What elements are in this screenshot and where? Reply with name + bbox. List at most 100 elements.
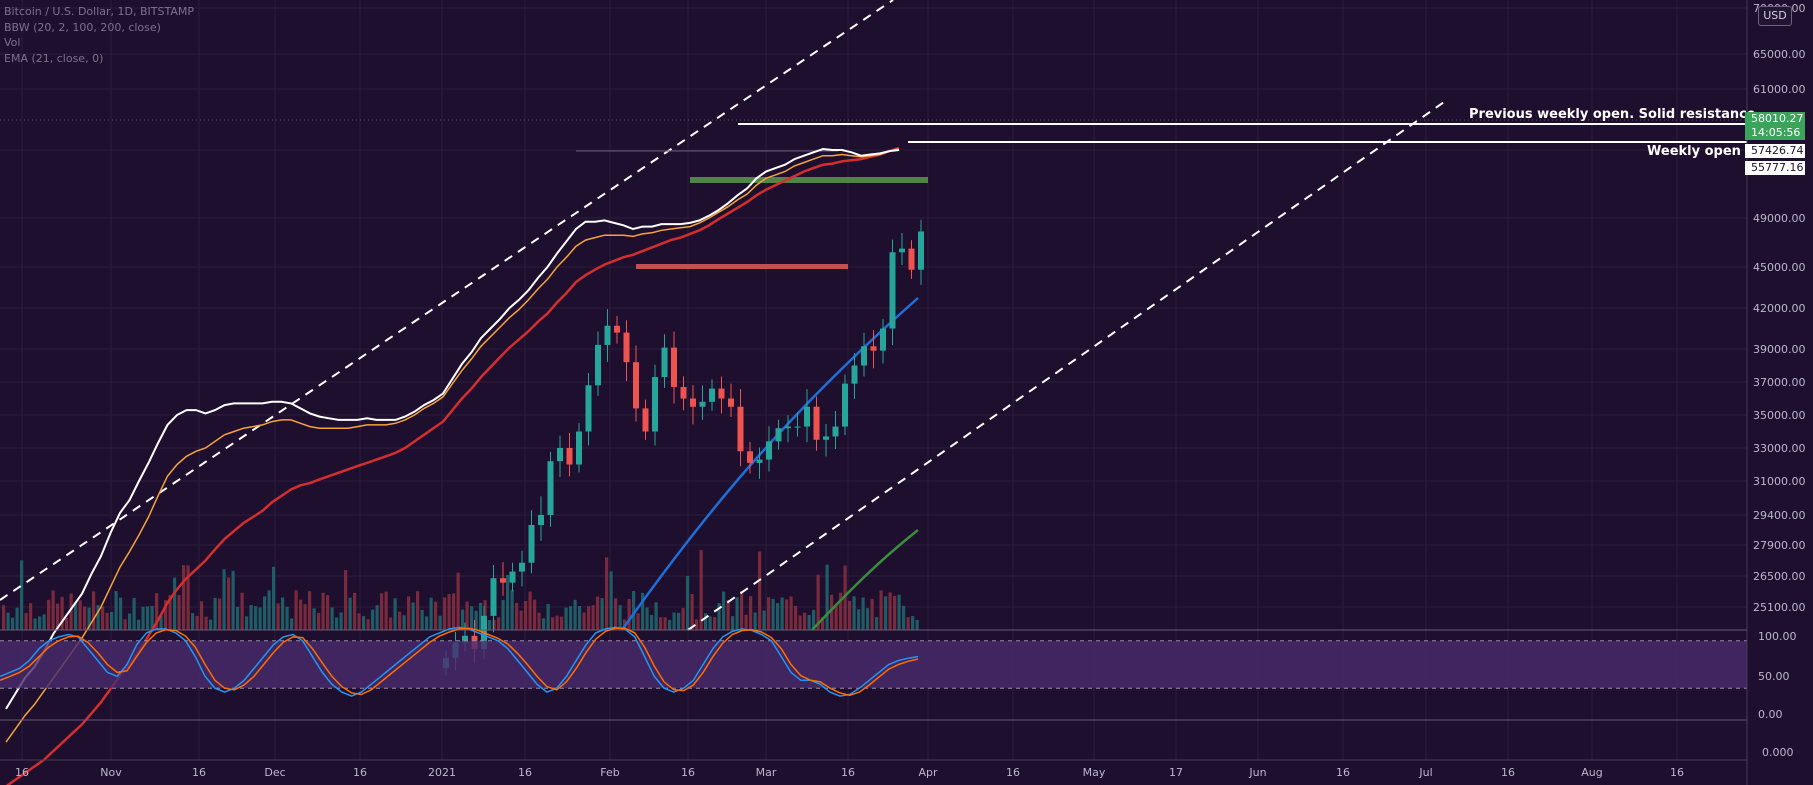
oscillator-tick-label: 50.00 bbox=[1758, 670, 1790, 683]
candle-body bbox=[585, 385, 592, 432]
candle-body bbox=[908, 248, 915, 270]
volume-bar bbox=[848, 600, 852, 630]
legend-symbol[interactable]: Bitcoin / U.S. Dollar, 1D, BITSTAMP bbox=[4, 5, 194, 18]
ema-orange-line bbox=[5, 148, 900, 743]
time-tick-label: 16 bbox=[841, 766, 855, 779]
time-tick-label: Aug bbox=[1581, 766, 1602, 779]
volume-bar bbox=[335, 617, 339, 630]
volume-bar bbox=[330, 607, 334, 630]
volume-bar bbox=[15, 607, 19, 630]
candle-body bbox=[794, 426, 801, 428]
candle-body bbox=[547, 461, 554, 515]
volume-bar bbox=[209, 619, 213, 630]
candle-body bbox=[538, 515, 544, 525]
volume-bar bbox=[267, 590, 271, 630]
volume-bar bbox=[92, 591, 96, 630]
volume-bar bbox=[735, 597, 739, 630]
volume-bar bbox=[600, 598, 604, 630]
support-zones bbox=[576, 150, 928, 269]
candle-body bbox=[557, 448, 563, 462]
volume-bar bbox=[29, 603, 33, 630]
volume-bar bbox=[668, 619, 672, 630]
price-tick-label: 35000.00 bbox=[1753, 409, 1806, 422]
volume-bar bbox=[317, 613, 321, 630]
volume-bar bbox=[776, 603, 780, 630]
candle-body bbox=[699, 401, 706, 407]
volume-bar bbox=[416, 591, 420, 630]
volume-bar bbox=[753, 612, 757, 630]
volume-bar bbox=[258, 607, 262, 630]
volume-bar bbox=[875, 617, 879, 630]
volume-bar bbox=[56, 603, 60, 630]
volume-bar bbox=[299, 599, 303, 630]
weekly-open-tag: 57426.74 bbox=[1745, 144, 1805, 158]
volume-bar bbox=[636, 613, 640, 630]
volume-bar bbox=[344, 570, 348, 630]
volume-bar bbox=[618, 605, 622, 630]
time-tick-label: Jul bbox=[1418, 766, 1432, 779]
volume-bar bbox=[645, 607, 649, 630]
volume-bar bbox=[888, 592, 892, 630]
candle-body bbox=[880, 328, 886, 351]
price-tick-label: 39000.00 bbox=[1753, 343, 1806, 356]
volume-bar bbox=[222, 569, 226, 630]
volume-bar bbox=[803, 612, 807, 630]
legend-ema[interactable]: EMA (21, close, 0) bbox=[4, 51, 104, 65]
time-tick-label: Mar bbox=[756, 766, 777, 779]
volume-bar bbox=[510, 590, 514, 630]
volume-bar bbox=[717, 603, 721, 630]
legend-bbw[interactable]: BBW (20, 2, 100, 200, close) bbox=[4, 20, 161, 34]
volume-bar bbox=[713, 617, 717, 630]
volume-bar bbox=[641, 592, 645, 630]
volume-bar bbox=[254, 606, 258, 630]
candle-body bbox=[756, 459, 763, 463]
candle-body bbox=[718, 388, 725, 399]
time-tick-label: May bbox=[1083, 766, 1106, 779]
candle-body bbox=[842, 383, 848, 427]
volume-bar bbox=[65, 617, 69, 630]
volume-bar bbox=[830, 594, 834, 630]
volume-bar bbox=[425, 616, 429, 630]
volume-bar bbox=[596, 596, 600, 630]
time-tick-label: Dec bbox=[264, 766, 285, 779]
legend-volume[interactable]: Vol bbox=[4, 36, 21, 49]
volume-bar bbox=[200, 601, 204, 630]
volume-bar bbox=[699, 550, 703, 630]
volume-bar bbox=[236, 606, 240, 630]
stoch-d-line bbox=[0, 627, 919, 697]
volume-bar bbox=[443, 597, 447, 630]
candle-body bbox=[889, 252, 896, 329]
candle-body bbox=[652, 377, 658, 432]
volume-bar bbox=[771, 598, 775, 630]
candle-body bbox=[690, 398, 696, 407]
volume-bar bbox=[371, 609, 375, 630]
volume-bar bbox=[506, 574, 510, 630]
volume-bar bbox=[398, 611, 402, 630]
volume-bar bbox=[294, 590, 298, 630]
currency-button[interactable]: USD bbox=[1758, 6, 1792, 26]
volume-bar bbox=[240, 592, 244, 630]
candle-body bbox=[566, 448, 573, 465]
candle-body bbox=[832, 426, 839, 437]
volume-bar bbox=[6, 612, 10, 630]
candle-body bbox=[851, 365, 858, 384]
candle-body bbox=[528, 525, 535, 563]
trend-channel bbox=[0, 0, 1448, 631]
volume-bar bbox=[726, 600, 730, 630]
volume-bar bbox=[231, 570, 235, 630]
ema-red-line bbox=[5, 146, 900, 785]
candle-body bbox=[766, 441, 772, 460]
volume-bar bbox=[60, 596, 64, 630]
volume-bar bbox=[204, 616, 208, 630]
volume-bar bbox=[389, 617, 393, 630]
candle-body bbox=[595, 344, 601, 386]
volume-bar bbox=[816, 574, 820, 630]
volume-bar bbox=[33, 618, 37, 630]
volume-bar bbox=[362, 616, 366, 630]
volume-bar bbox=[564, 607, 568, 630]
volume-bar bbox=[650, 614, 654, 630]
volume-bar bbox=[150, 605, 154, 630]
